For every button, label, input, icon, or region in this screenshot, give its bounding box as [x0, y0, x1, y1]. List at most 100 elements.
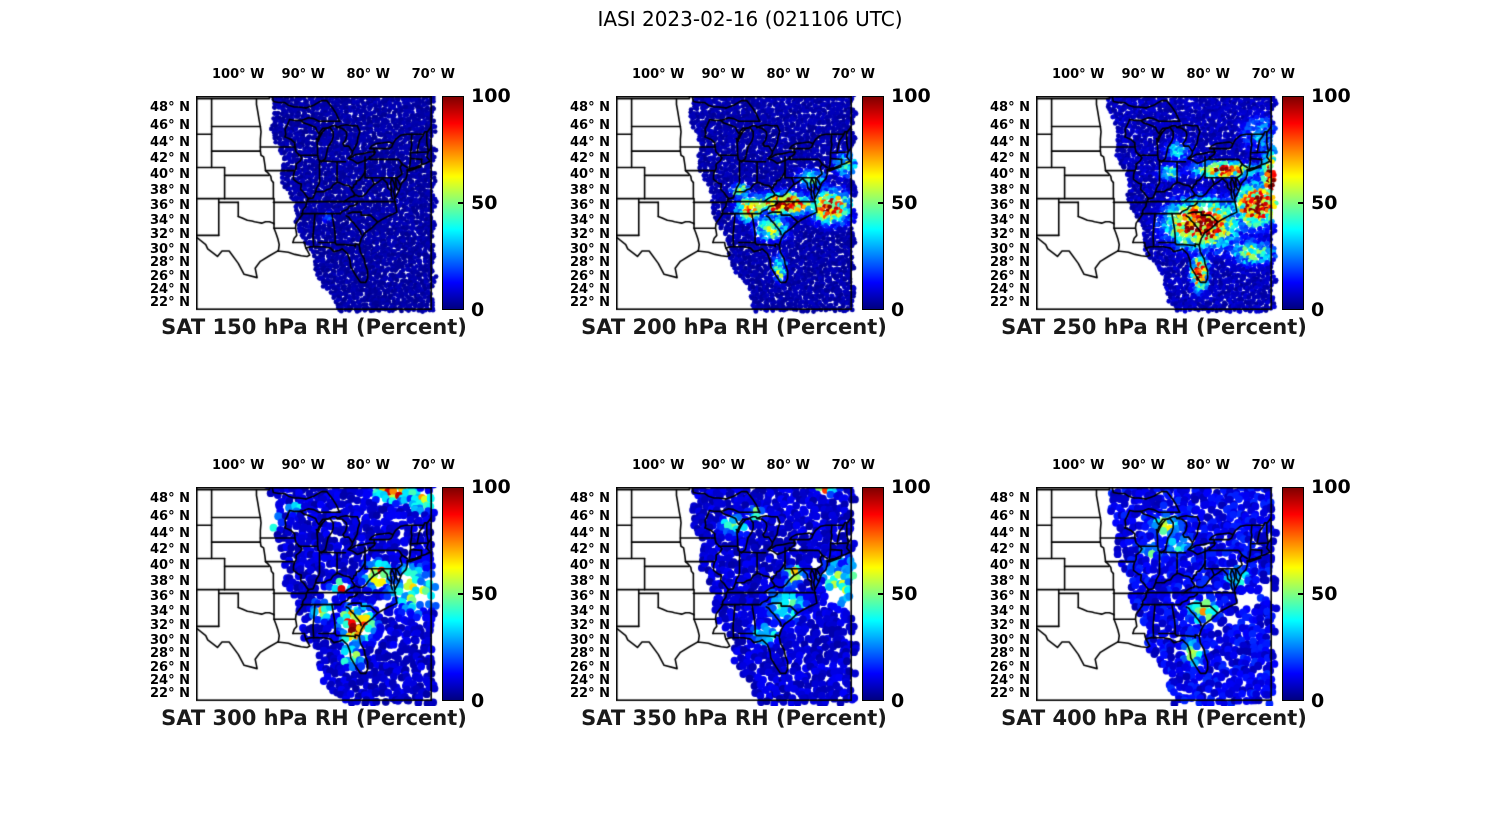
- lat-tick-label: 28° N: [570, 255, 610, 271]
- lat-tick-label: 22° N: [570, 295, 610, 311]
- lon-tick-label: 100° W: [211, 458, 265, 473]
- lat-tick-label: 38° N: [150, 183, 190, 198]
- lat-tick-label: 44° N: [150, 525, 190, 541]
- colorbar-200hpa: [862, 96, 884, 310]
- lat-tick-label: 44° N: [990, 134, 1030, 150]
- lat-tick-label: 42° N: [990, 151, 1030, 167]
- colorbar-mid-tick: [878, 202, 883, 204]
- lon-tick-label: 80° W: [346, 458, 391, 473]
- map-canvas-400hpa: [1036, 487, 1282, 706]
- colorbar-150hpa: [442, 96, 464, 310]
- colorbar-tick-label: 50: [471, 583, 498, 605]
- lon-tick-label: 90° W: [701, 458, 745, 473]
- colorbar-mid-tick: [878, 593, 883, 595]
- lat-tick-label: 26° N: [570, 659, 610, 675]
- colorbar-tick-label: 50: [1311, 192, 1338, 214]
- lat-tick-label: 32° N: [150, 227, 190, 243]
- lat-tick-label: 44° N: [990, 525, 1030, 541]
- lat-tick-label: 30° N: [150, 241, 190, 257]
- colorbar-tick-label: 100: [1311, 476, 1351, 498]
- colorbar-400hpa: [1282, 487, 1304, 701]
- lat-tick-label: 38° N: [990, 574, 1030, 589]
- panel-400hpa: 100° W 90° W 80° W 70° W 48° N 46° N 44° N 42° …: [966, 443, 1370, 755]
- colorbar-tick-label: 100: [471, 476, 511, 498]
- colorbar-tick-label: 50: [891, 192, 918, 214]
- lat-tick-label: 24° N: [150, 282, 190, 298]
- lat-tick-label: 46° N: [150, 508, 190, 524]
- lat-tick-label: 28° N: [150, 646, 190, 662]
- lat-tick-label: 46° N: [570, 508, 610, 524]
- lat-tick-label: 24° N: [570, 673, 610, 689]
- lat-tick-label: 46° N: [150, 117, 190, 133]
- lat-tick-label: 42° N: [150, 542, 190, 558]
- lat-tick-label: 48° N: [570, 490, 610, 506]
- colorbar-mid-tick: [458, 202, 463, 204]
- lat-tick-label: 22° N: [150, 295, 190, 311]
- lat-tick-label: 26° N: [990, 268, 1030, 284]
- lon-tick-label: 70° W: [831, 67, 876, 82]
- lon-tick-label: 90° W: [281, 458, 325, 473]
- lon-tick-label: 70° W: [1251, 458, 1296, 473]
- lat-tick-label: 34° N: [570, 212, 610, 228]
- lat-tick-label: 36° N: [990, 198, 1030, 214]
- colorbar-tick-label: 0: [891, 690, 905, 712]
- map-canvas-150hpa: [196, 96, 442, 315]
- colorbar-tick-label: 0: [891, 299, 905, 321]
- colorbar-tick-label: 0: [471, 690, 485, 712]
- panel-350hpa: 100° W 90° W 80° W 70° W 48° N 46° N 44° N 42° …: [546, 443, 950, 755]
- lat-tick-label: 42° N: [990, 542, 1030, 558]
- lat-tick-label: 26° N: [990, 659, 1030, 675]
- lat-tick-label: 46° N: [990, 117, 1030, 133]
- lat-tick-label: 36° N: [150, 198, 190, 214]
- lat-tick-label: 36° N: [990, 589, 1030, 605]
- lat-tick-label: 42° N: [150, 151, 190, 167]
- lon-tick-label: 70° W: [831, 458, 876, 473]
- lat-tick-label: 48° N: [150, 490, 190, 506]
- lon-tick-label: 70° W: [1251, 67, 1296, 82]
- colorbar-tick-label: 100: [891, 476, 931, 498]
- lat-tick-label: 48° N: [150, 99, 190, 115]
- lat-tick-label: 40° N: [570, 558, 610, 574]
- lon-tick-label: 100° W: [1051, 67, 1105, 82]
- lon-tick-label: 90° W: [1121, 67, 1165, 82]
- panel-title-250hpa: SAT 250 hPa RH (Percent): [1001, 315, 1307, 339]
- lat-tick-label: 26° N: [570, 268, 610, 284]
- lon-tick-label: 70° W: [411, 458, 456, 473]
- colorbar-tick-label: 0: [1311, 690, 1325, 712]
- lat-tick-label: 40° N: [990, 167, 1030, 183]
- colorbar-250hpa: [1282, 96, 1304, 310]
- map-canvas-350hpa: [616, 487, 862, 706]
- colorbar-mid-tick: [1298, 593, 1303, 595]
- colorbar-mid-tick: [458, 593, 463, 595]
- lat-tick-label: 34° N: [990, 212, 1030, 228]
- panel-300hpa: 100° W 90° W 80° W 70° W 48° N 46° N 44° N 42° …: [126, 443, 530, 755]
- lat-tick-label: 30° N: [990, 241, 1030, 257]
- lon-tick-label: 100° W: [1051, 458, 1105, 473]
- lat-tick-label: 22° N: [570, 686, 610, 702]
- panel-title-150hpa: SAT 150 hPa RH (Percent): [161, 315, 467, 339]
- lon-tick-label: 80° W: [1186, 458, 1231, 473]
- lat-tick-label: 22° N: [150, 686, 190, 702]
- lon-tick-label: 100° W: [631, 67, 685, 82]
- lat-tick-label: 44° N: [150, 134, 190, 150]
- colorbar-tick-label: 100: [891, 85, 931, 107]
- lat-tick-label: 38° N: [990, 183, 1030, 198]
- lat-tick-label: 24° N: [990, 673, 1030, 689]
- colorbar-tick-label: 0: [1311, 299, 1325, 321]
- lat-tick-label: 44° N: [570, 525, 610, 541]
- lat-tick-label: 24° N: [150, 673, 190, 689]
- panel-150hpa: 100° W 90° W 80° W 70° W 48° N 46° N 44° N 42° …: [126, 52, 530, 364]
- lat-tick-label: 48° N: [990, 490, 1030, 506]
- lat-tick-label: 32° N: [990, 227, 1030, 243]
- lat-tick-label: 30° N: [570, 241, 610, 257]
- map-canvas-300hpa: [196, 487, 442, 706]
- lat-tick-label: 34° N: [150, 603, 190, 619]
- map-canvas-200hpa: [616, 96, 862, 315]
- panel-200hpa: 100° W 90° W 80° W 70° W 48° N 46° N 44° N 42° …: [546, 52, 950, 364]
- colorbar-tick-label: 0: [471, 299, 485, 321]
- lat-tick-label: 34° N: [990, 603, 1030, 619]
- lat-tick-label: 28° N: [570, 646, 610, 662]
- lat-tick-label: 24° N: [570, 282, 610, 298]
- lat-tick-label: 32° N: [990, 618, 1030, 634]
